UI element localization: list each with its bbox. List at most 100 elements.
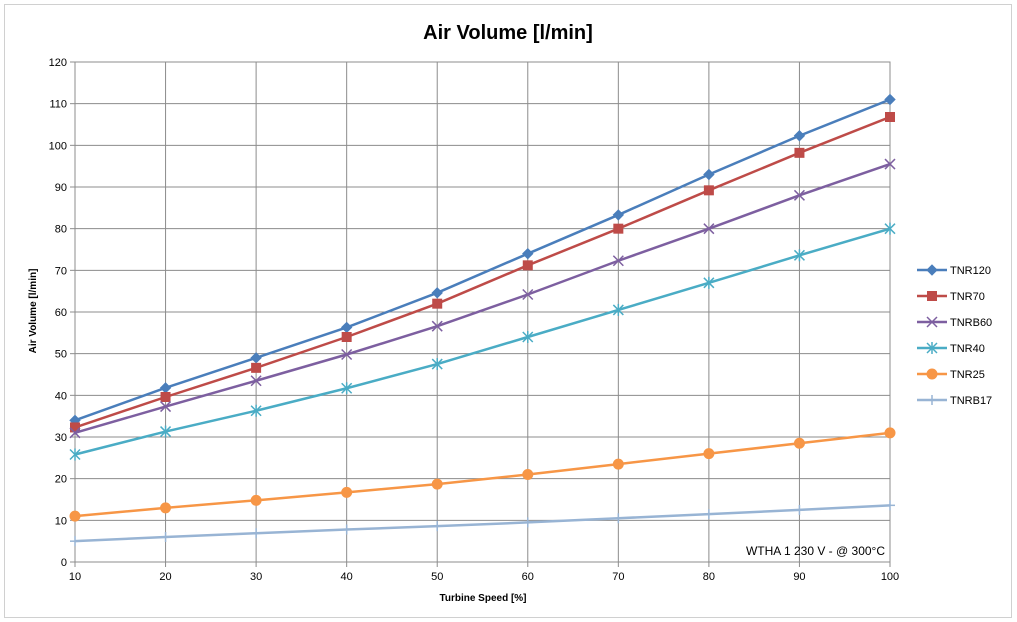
legend-item-tnr40: TNR40	[917, 342, 985, 355]
series-tnr120	[69, 93, 896, 427]
data-point-tnr40	[160, 425, 172, 438]
y-tick-label: 120	[49, 57, 67, 69]
data-point-tnr25	[522, 469, 534, 480]
y-tick-label: 40	[55, 390, 67, 402]
data-point-tnrb17	[703, 509, 714, 520]
series-line-tnrb17	[74, 504, 891, 543]
series-line-tnr25	[74, 431, 891, 518]
series-line-tnr40	[74, 227, 891, 456]
y-tick-label: 110	[49, 99, 67, 111]
data-point-tnrb17	[522, 517, 533, 528]
legend-marker	[926, 264, 938, 276]
legend-item-tnrb60: TNRB60	[917, 316, 992, 329]
x-tick-label: 90	[793, 571, 805, 583]
data-point-tnrb60	[160, 401, 172, 413]
data-point-tnrb17	[70, 536, 80, 547]
x-tick-label: 80	[703, 571, 715, 583]
data-point-tnr40	[612, 303, 624, 316]
legend-label: TNRB60	[950, 317, 992, 329]
legend-marker	[926, 368, 938, 380]
y-tick-label: 50	[55, 349, 67, 361]
chart-title: Air Volume [l/min]	[423, 22, 593, 44]
data-point-tnr40	[250, 404, 262, 417]
data-point-tnr40	[69, 448, 81, 461]
grid	[74, 61, 891, 563]
chart-frame	[4, 4, 1012, 618]
x-tick-label: 70	[612, 571, 624, 583]
data-point-tnr120	[884, 93, 896, 106]
y-tick-labels: 0 10 20 30 40 50 60 70 80 90 100 110 120	[49, 57, 67, 569]
legend: TNR120 TNR70 TNRB60 TNR40 TNR25 TNRB17	[917, 264, 992, 407]
x-tick-label: 60	[522, 571, 534, 583]
chart-annotation: WTHA 1 230 V - @ 300°C	[746, 544, 885, 558]
y-tick-label: 0	[61, 557, 67, 569]
data-point-tnr120	[793, 130, 806, 142]
data-point-tnr120	[340, 321, 353, 334]
legend-label: TNR70	[950, 291, 985, 303]
data-point-tnr25	[69, 510, 81, 522]
data-point-tnr120	[522, 247, 534, 260]
x-tick-label: 40	[341, 571, 353, 583]
data-point-tnr120	[159, 382, 172, 394]
series-line-tnr120	[74, 98, 891, 422]
data-point-tnrb17	[341, 524, 352, 535]
y-tick-label: 100	[49, 140, 67, 152]
legend-item-tnr70: TNR70	[917, 291, 985, 303]
data-point-tnrb17	[160, 532, 171, 542]
data-point-tnr70	[522, 260, 533, 271]
series-tnr70	[70, 112, 895, 433]
data-point-tnr25	[160, 502, 172, 514]
data-point-tnrb60	[703, 223, 715, 235]
plot-area-border	[74, 61, 891, 563]
legend-marker	[926, 316, 938, 328]
x-tick-label: 10	[69, 571, 81, 583]
data-point-tnrb17	[251, 528, 262, 539]
data-point-tnrb60	[612, 255, 624, 267]
data-point-tnrb17	[794, 504, 805, 515]
data-point-tnrb60	[793, 189, 805, 201]
data-point-tnr70	[885, 112, 895, 122]
data-point-tnr70	[794, 147, 805, 158]
data-point-tnr40	[884, 222, 896, 235]
legend-marker	[927, 395, 937, 405]
legend-item-tnr25: TNR25	[917, 368, 985, 381]
data-point-tnrb60	[522, 288, 534, 301]
y-axis-title: Air Volume [l/min]	[28, 269, 39, 354]
series-tnr25	[69, 427, 896, 522]
x-tick-labels: 10 20 30 40 50 60 70 80 90 100	[69, 571, 899, 583]
data-point-tnrb60	[431, 320, 443, 332]
y-tick-label: 90	[55, 182, 67, 194]
data-point-tnr25	[431, 478, 443, 490]
data-point-tnr120	[612, 209, 625, 221]
legend-label: TNR25	[950, 369, 985, 381]
y-tick-label: 10	[55, 515, 67, 527]
data-point-tnrb60	[341, 348, 353, 361]
axes	[70, 61, 891, 567]
data-point-tnrb17	[885, 500, 895, 511]
x-tick-label: 20	[159, 571, 171, 583]
y-tick-label: 70	[55, 265, 67, 277]
legend-label: TNR120	[950, 265, 991, 277]
data-point-tnr120	[431, 287, 443, 299]
data-point-tnrb60	[250, 375, 262, 387]
data-point-tnr70	[432, 298, 443, 309]
data-point-tnr40	[431, 358, 443, 371]
x-tick-label: 50	[431, 571, 443, 583]
series-layer	[69, 93, 896, 547]
legend-marker	[926, 342, 938, 354]
data-point-tnrb60	[884, 158, 896, 170]
series-tnr40	[69, 222, 896, 461]
x-tick-label: 30	[250, 571, 262, 583]
y-tick-label: 20	[55, 474, 67, 486]
x-axis-title: Turbine Speed [%]	[439, 593, 526, 604]
series-tnrb60	[69, 158, 896, 439]
data-point-tnrb17	[613, 513, 624, 524]
data-point-tnr40	[703, 276, 715, 289]
data-point-tnr25	[341, 486, 353, 498]
series-line-tnrb60	[74, 162, 891, 435]
data-point-tnr120	[703, 168, 715, 181]
data-point-tnr25	[703, 448, 715, 460]
x-tick-label: 100	[881, 571, 899, 583]
legend-label: TNRB17	[950, 395, 992, 407]
